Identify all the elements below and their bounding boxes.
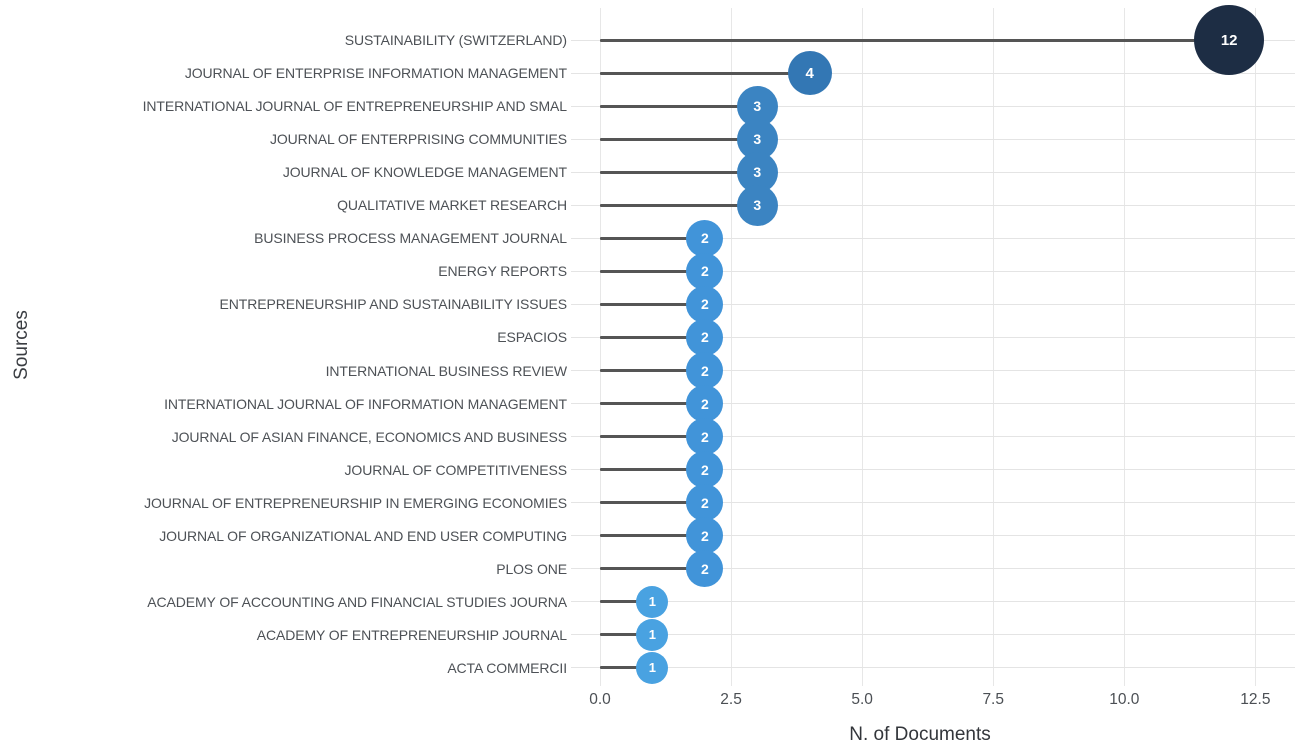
row-label: ESPACIOS bbox=[497, 329, 567, 346]
row-label: JOURNAL OF KNOWLEDGE MANAGEMENT bbox=[282, 164, 567, 181]
row-stem bbox=[600, 501, 705, 505]
row-label: JOURNAL OF ENTERPRISE INFORMATION MANAGE… bbox=[184, 65, 567, 82]
data-point: 3 bbox=[736, 184, 778, 226]
data-point-value: 1 bbox=[648, 660, 657, 676]
row-label: ACADEMY OF ACCOUNTING AND FINANCIAL STUD… bbox=[147, 593, 567, 610]
data-point-value: 2 bbox=[700, 329, 709, 346]
data-point: 2 bbox=[686, 285, 724, 323]
data-point: 2 bbox=[686, 418, 724, 456]
data-point-value: 2 bbox=[700, 494, 709, 511]
data-point-value: 3 bbox=[753, 131, 762, 148]
data-point-value: 1 bbox=[648, 594, 657, 610]
data-point-value: 12 bbox=[1220, 31, 1238, 49]
data-point: 1 bbox=[636, 618, 669, 651]
data-point: 12 bbox=[1194, 5, 1265, 75]
row-label: JOURNAL OF ENTREPRENEURSHIP IN EMERGING … bbox=[144, 494, 567, 511]
row-stem bbox=[600, 236, 705, 240]
data-point-value: 2 bbox=[700, 362, 709, 379]
row-label: PLOS ONE bbox=[496, 560, 567, 577]
data-point: 2 bbox=[686, 550, 724, 588]
data-point-value: 2 bbox=[700, 296, 709, 313]
row-stem bbox=[600, 468, 705, 472]
row-label: ACTA COMMERCII bbox=[447, 659, 567, 676]
grid-vline bbox=[861, 8, 863, 686]
row-label: INTERNATIONAL JOURNAL OF ENTREPRENEURSHI… bbox=[142, 98, 568, 115]
grid-vline bbox=[1123, 8, 1125, 686]
row-stem bbox=[600, 534, 705, 538]
data-point: 2 bbox=[686, 517, 724, 555]
data-point: 1 bbox=[636, 585, 669, 618]
x-tick-label: 0.0 bbox=[589, 691, 611, 708]
x-tick-label: 7.5 bbox=[982, 691, 1004, 708]
row-stem bbox=[600, 335, 705, 339]
row-stem bbox=[600, 104, 758, 108]
row-stem bbox=[600, 567, 705, 571]
grid-vline bbox=[992, 8, 994, 686]
row-label: JOURNAL OF ENTERPRISING COMMUNITIES bbox=[269, 131, 567, 148]
row-stem bbox=[600, 203, 758, 207]
data-point: 2 bbox=[686, 252, 724, 290]
row-label: JOURNAL OF ASIAN FINANCE, ECONOMICS AND … bbox=[171, 428, 567, 445]
data-point: 1 bbox=[636, 651, 669, 684]
row-stem bbox=[600, 137, 758, 141]
x-tick-label: 10.0 bbox=[1109, 691, 1140, 708]
grid-vline bbox=[599, 8, 601, 686]
data-point-value: 4 bbox=[805, 64, 814, 82]
data-point: 2 bbox=[686, 318, 724, 356]
data-point-value: 2 bbox=[700, 263, 709, 280]
data-point-value: 3 bbox=[753, 98, 762, 115]
x-tick-label: 2.5 bbox=[720, 691, 742, 708]
x-tick-label: 12.5 bbox=[1240, 691, 1271, 708]
data-point: 2 bbox=[686, 484, 724, 522]
row-stem bbox=[600, 302, 705, 306]
row-label: ACADEMY OF ENTREPRENEURSHIP JOURNAL bbox=[256, 626, 567, 643]
row-stem bbox=[600, 71, 810, 75]
data-point-value: 1 bbox=[648, 627, 657, 643]
row-stem bbox=[600, 402, 705, 406]
data-point: 4 bbox=[787, 51, 832, 96]
row-gridline bbox=[571, 667, 1295, 669]
x-tick-label: 5.0 bbox=[851, 691, 873, 708]
data-point-value: 3 bbox=[753, 164, 762, 181]
row-label: INTERNATIONAL JOURNAL OF INFORMATION MAN… bbox=[164, 395, 567, 412]
row-label: INTERNATIONAL BUSINESS REVIEW bbox=[325, 362, 567, 379]
row-stem bbox=[600, 633, 653, 637]
row-label: JOURNAL OF COMPETITIVENESS bbox=[344, 461, 568, 478]
row-gridline bbox=[571, 634, 1295, 636]
row-stem bbox=[600, 369, 705, 372]
data-point-value: 2 bbox=[700, 527, 709, 544]
row-label: SUSTAINABILITY (SWITZERLAND) bbox=[344, 32, 567, 48]
row-stem bbox=[600, 435, 705, 439]
row-label: QUALITATIVE MARKET RESEARCH bbox=[337, 197, 567, 214]
data-point: 2 bbox=[686, 385, 724, 423]
row-label: JOURNAL OF ORGANIZATIONAL AND END USER C… bbox=[159, 527, 567, 544]
data-point: 2 bbox=[686, 451, 724, 489]
data-point-value: 2 bbox=[700, 230, 709, 247]
data-point-value: 2 bbox=[700, 428, 709, 445]
grid-vline bbox=[730, 8, 732, 686]
data-point-value: 2 bbox=[700, 395, 709, 412]
row-label: BUSINESS PROCESS MANAGEMENT JOURNAL bbox=[254, 230, 567, 247]
data-point: 2 bbox=[686, 219, 724, 257]
grid-vline bbox=[1254, 8, 1256, 686]
row-stem bbox=[600, 666, 653, 670]
data-point-value: 2 bbox=[700, 560, 709, 577]
row-stem bbox=[600, 170, 758, 174]
x-axis-title: N. of Documents bbox=[849, 724, 991, 745]
data-point-value: 2 bbox=[700, 461, 709, 478]
row-gridline bbox=[571, 601, 1295, 603]
row-label: ENERGY REPORTS bbox=[438, 263, 567, 280]
data-point: 2 bbox=[686, 352, 724, 389]
row-label: ENTREPRENEURSHIP AND SUSTAINABILITY ISSU… bbox=[219, 296, 568, 313]
row-stem bbox=[600, 38, 1230, 42]
row-stem bbox=[600, 600, 653, 604]
row-stem bbox=[600, 269, 705, 273]
data-point-value: 3 bbox=[753, 197, 762, 214]
